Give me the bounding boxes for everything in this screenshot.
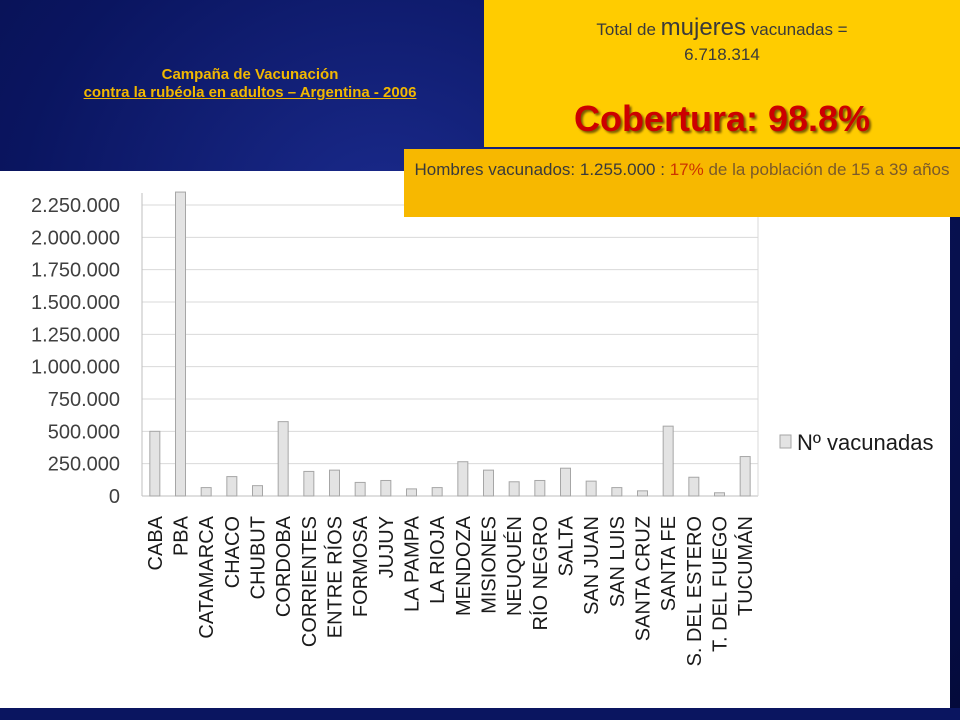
bar: [406, 488, 417, 497]
x-tick-label: LA RIOJA: [427, 515, 449, 603]
y-tick-label: 2.000.000: [31, 227, 120, 249]
x-tick-label: MISIONES: [479, 516, 501, 614]
y-tick-label: 500.000: [48, 421, 120, 443]
bar: [483, 469, 494, 497]
x-tick-label: SANTA FE: [658, 516, 680, 611]
bar: [457, 461, 469, 497]
men-pct: 17%: [669, 160, 704, 179]
men-desc: de la población de 15 a 39 años: [703, 160, 950, 179]
x-tick-label: ENTRE RÍOS: [324, 516, 347, 638]
bar: [175, 191, 186, 497]
bar: [303, 470, 315, 497]
bar: [277, 421, 289, 497]
bar: [739, 456, 751, 497]
slide-title-line2: contra la rubéola en adultos – Argentina…: [83, 84, 417, 101]
bar: [714, 492, 725, 497]
x-tick-label: RÍO NEGRO: [529, 516, 552, 630]
x-tick-label: SAN LUIS: [607, 516, 629, 607]
bar: [380, 479, 392, 497]
men-label: Hombres vacunados: 1.255.000: [414, 160, 656, 179]
x-tick-label: SALTA: [556, 515, 578, 576]
bar-chart: 0 250.000 500.000 750.000 1.000.000 1.250.000…: [31, 191, 933, 666]
y-tick-label: 2.250.000: [31, 195, 120, 217]
bar: [252, 485, 263, 497]
y-tick-label: 0: [109, 486, 120, 508]
y-tick-label: 1.500.000: [31, 292, 120, 314]
x-tick-label: CORRIENTES: [299, 516, 321, 647]
bar: [662, 425, 674, 497]
x-tick-label: MENDOZA: [453, 515, 475, 616]
x-tick-label: CORDOBA: [273, 515, 295, 617]
x-tick-label: T. DEL FUEGO: [710, 516, 732, 652]
bar: [226, 476, 238, 497]
men-vaccinated-box: Hombres vacunados: 1.255.000 : 17% de la…: [404, 149, 960, 217]
x-tick-label: JUJUY: [376, 516, 398, 578]
y-tick-label: 1.250.000: [31, 324, 120, 346]
coverage-label: Cobertura: 98.8%: [573, 98, 871, 139]
x-tick-label: S. DEL ESTERO: [684, 516, 706, 666]
x-tick-label: SAN JUAN: [581, 516, 603, 615]
x-tick-label: PBA: [171, 515, 193, 556]
x-tick-label: NEUQUÉN: [503, 516, 526, 616]
bar: [149, 430, 161, 497]
x-tick-label: CABA: [145, 515, 167, 570]
bar: [534, 479, 546, 497]
slide-title-line1: Campaña de Vacunación: [161, 66, 339, 83]
total-suffix: vacunadas =: [750, 20, 848, 39]
bar: [688, 476, 700, 497]
x-tick-label: SANTA CRUZ: [633, 516, 655, 641]
legend-swatch: [779, 434, 792, 449]
x-tick-label: CHUBUT: [248, 516, 270, 599]
bar: [560, 467, 571, 497]
x-tick-label: TUCUMÁN: [734, 516, 757, 616]
men-sep: :: [655, 160, 670, 179]
total-emphasis: mujeres: [660, 14, 746, 41]
total-women-box: Total de mujeres vacunadas = 6.718.314 C…: [484, 0, 960, 147]
total-women-value: 6.718.314: [684, 45, 760, 64]
bar: [585, 480, 597, 497]
y-tick-label: 750.000: [48, 389, 120, 411]
x-tick-label: LA PAMPA: [402, 515, 424, 612]
y-tick-label: 250.000: [48, 454, 120, 476]
bar: [200, 487, 212, 497]
y-tick-label: 1.750.000: [31, 260, 120, 282]
bar: [431, 487, 443, 497]
total-prefix: Total de: [596, 20, 656, 39]
x-tick-label: FORMOSA: [350, 515, 372, 617]
bar: [611, 487, 623, 497]
bar: [354, 481, 366, 497]
x-tick-label: CHACO: [222, 516, 244, 588]
total-women-line: Total de mujeres vacunadas = 6.718.314: [484, 14, 960, 66]
x-tick-label: CATAMARCA: [196, 515, 218, 638]
legend-label: Nº vacunadas: [797, 430, 933, 455]
bar: [508, 481, 520, 497]
bottom-band: [0, 708, 960, 720]
y-tick-label: 1.000.000: [31, 357, 120, 379]
chart-panel: 0 250.000 500.000 750.000 1.000.000 1.250.000…: [0, 171, 950, 708]
slide-title: Campaña de Vacunación contra la rubéola …: [20, 66, 480, 102]
bar: [329, 469, 340, 497]
bar: [637, 490, 648, 497]
